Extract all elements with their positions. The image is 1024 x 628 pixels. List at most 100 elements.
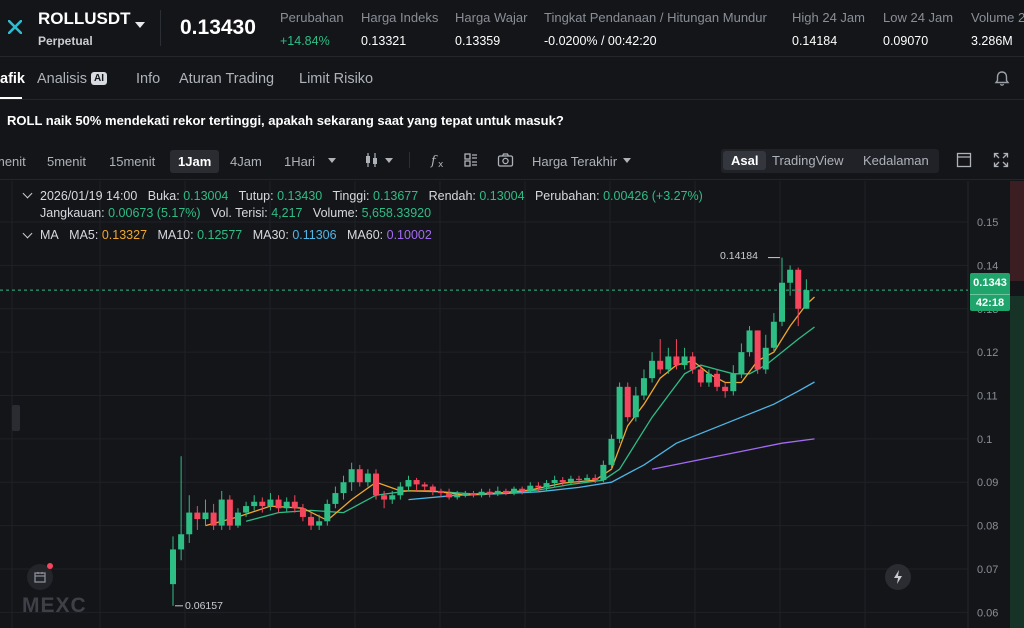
ma10-label: MA10: [157,228,194,242]
ma30-value: 0.11306 [292,228,337,242]
svg-text:x: x [438,160,444,168]
lightning-icon [894,570,902,584]
stat-label: High 24 Jam [792,10,865,25]
timeframe-4h[interactable]: 4Jam [230,154,262,169]
stat-change: Perubahan +14.84% [280,10,344,48]
symbol-dropdown-caret-icon[interactable] [135,22,145,28]
symbol-name[interactable]: ROLLUSDT [38,9,131,28]
legend-close-label: Tutup: [238,189,274,203]
bell-icon[interactable] [994,70,1010,87]
y-axis-tick-label: 0.11 [977,390,998,402]
candle-up [567,478,574,483]
timeframe-15m[interactable]: 15menit [109,154,156,169]
candle-up [316,521,323,526]
tab-info[interactable]: Info [136,71,161,87]
candle-down [624,386,631,418]
candle-down [373,473,379,496]
chart-canvas[interactable]: 0.150.140.130.120.110.10.090.080.070.06 [0,181,1024,628]
candle-up [332,493,339,504]
candle-down [592,477,599,481]
y-axis-tick-label: 0.12 [977,347,998,359]
panel-tabs: afik Analisis AI Info Aturan Trading Limi… [0,57,1024,100]
candlestick-chart[interactable]: 0.150.140.130.120.110.10.090.080.070.06 … [0,181,1024,628]
price-source-caret-icon[interactable] [623,158,631,163]
candle-up [478,491,485,496]
legend-vol-filled-label: Vol. Terisi: [210,206,268,220]
candle-type-icon[interactable] [364,152,380,168]
candle-up [364,473,371,483]
sidebar-collapse-handle[interactable] [12,405,20,431]
legend-change-label: Perubahan: [534,189,600,203]
layout-template-icon[interactable] [463,152,479,168]
tab-chart[interactable]: afik [0,71,25,87]
candle-up [608,438,615,465]
candle-up [632,395,639,418]
candle-up [283,501,290,509]
candle-up [202,512,209,520]
view-original[interactable]: Asal [723,151,767,170]
stat-funding-rate: Tingkat Pendanaan / Hitungan Mundur -0.0… [544,10,767,48]
candle-down [795,269,802,309]
stat-value: 0.13359 [455,34,501,48]
current-price-tag: 0.1343 42:18 [970,273,1010,312]
timeframe-1m[interactable]: menit [0,154,26,169]
ma60-line [651,438,815,470]
price-source-select[interactable]: Harga Terakhir [532,154,618,169]
y-axis-tick-label: 0.15 [977,217,998,229]
candle-up [584,477,591,481]
candle-up [551,480,558,484]
candle-up [787,269,794,283]
stat-value: -0.0200% / 00:42:20 [544,34,657,48]
timeframe-1h[interactable]: 1Jam [170,150,220,173]
last-price: 0.13430 [180,16,256,39]
notification-dot [47,563,53,569]
quick-trade-button[interactable] [885,564,911,590]
tab-risk-limit[interactable]: Limit Risiko [299,71,374,87]
ma10-value: 0.12577 [197,228,243,242]
mexc-watermark: MEXC [22,594,87,617]
legend-open: 0.13004 [183,189,229,203]
candle-down [535,485,542,488]
tab-trading-rules[interactable]: Aturan Trading [179,71,275,87]
candle-type-caret-icon[interactable] [385,158,393,163]
candle-up [730,373,737,392]
candle-up [681,356,688,366]
timeframe-1d[interactable]: 1Hari [284,154,316,169]
stat-low-24h: Low 24 Jam 0.09070 [883,10,953,48]
candle-up [251,501,258,507]
legend-change: 0.00426 (+3.27%) [603,189,703,203]
candle-countdown: 42:18 [970,294,1010,309]
candle-down [446,493,453,498]
candle-up [803,290,810,309]
legend-low: 0.13004 [479,189,525,203]
candle-up [600,464,607,481]
view-depth[interactable]: Kedalaman [863,153,929,168]
active-tab-indicator [0,97,22,99]
candle-up [389,495,396,500]
camera-icon[interactable] [497,152,514,168]
news-headline[interactable]: ROLL naik 50% mendekati rekor tertinggi,… [7,113,564,128]
candle-down [194,512,201,520]
market-header: ROLLUSDT Perpetual 0.13430 Perubahan +14… [0,0,1024,57]
stat-value: +14.84% [280,34,330,48]
indicator-fx-icon[interactable]: f x [430,152,446,168]
min-price-marker: 0.06157 [185,599,223,612]
candle-up [340,482,347,494]
header-divider [160,10,161,46]
candle-down [754,330,761,370]
candle-up [640,378,647,396]
stat-high-24h: High 24 Jam 0.14184 [792,10,865,48]
stat-label[interactable]: Tingkat Pendanaan / Hitungan Mundur [544,10,767,25]
timeframe-5m[interactable]: 5menit [47,154,87,169]
ma-legend-title[interactable]: MA [40,228,59,242]
ma60-label: MA60: [347,228,384,242]
candle-down [657,360,664,370]
ai-badge: AI [90,72,107,85]
max-price-marker: 0.14184 [720,249,758,262]
timeframe-more-caret-icon[interactable] [328,158,336,163]
candle-up [234,512,241,526]
window-panel-icon[interactable] [956,152,972,168]
view-tradingview[interactable]: TradingView [772,153,844,168]
fullscreen-icon[interactable] [993,152,1009,168]
tab-analysis[interactable]: Analisis AI [37,71,107,87]
